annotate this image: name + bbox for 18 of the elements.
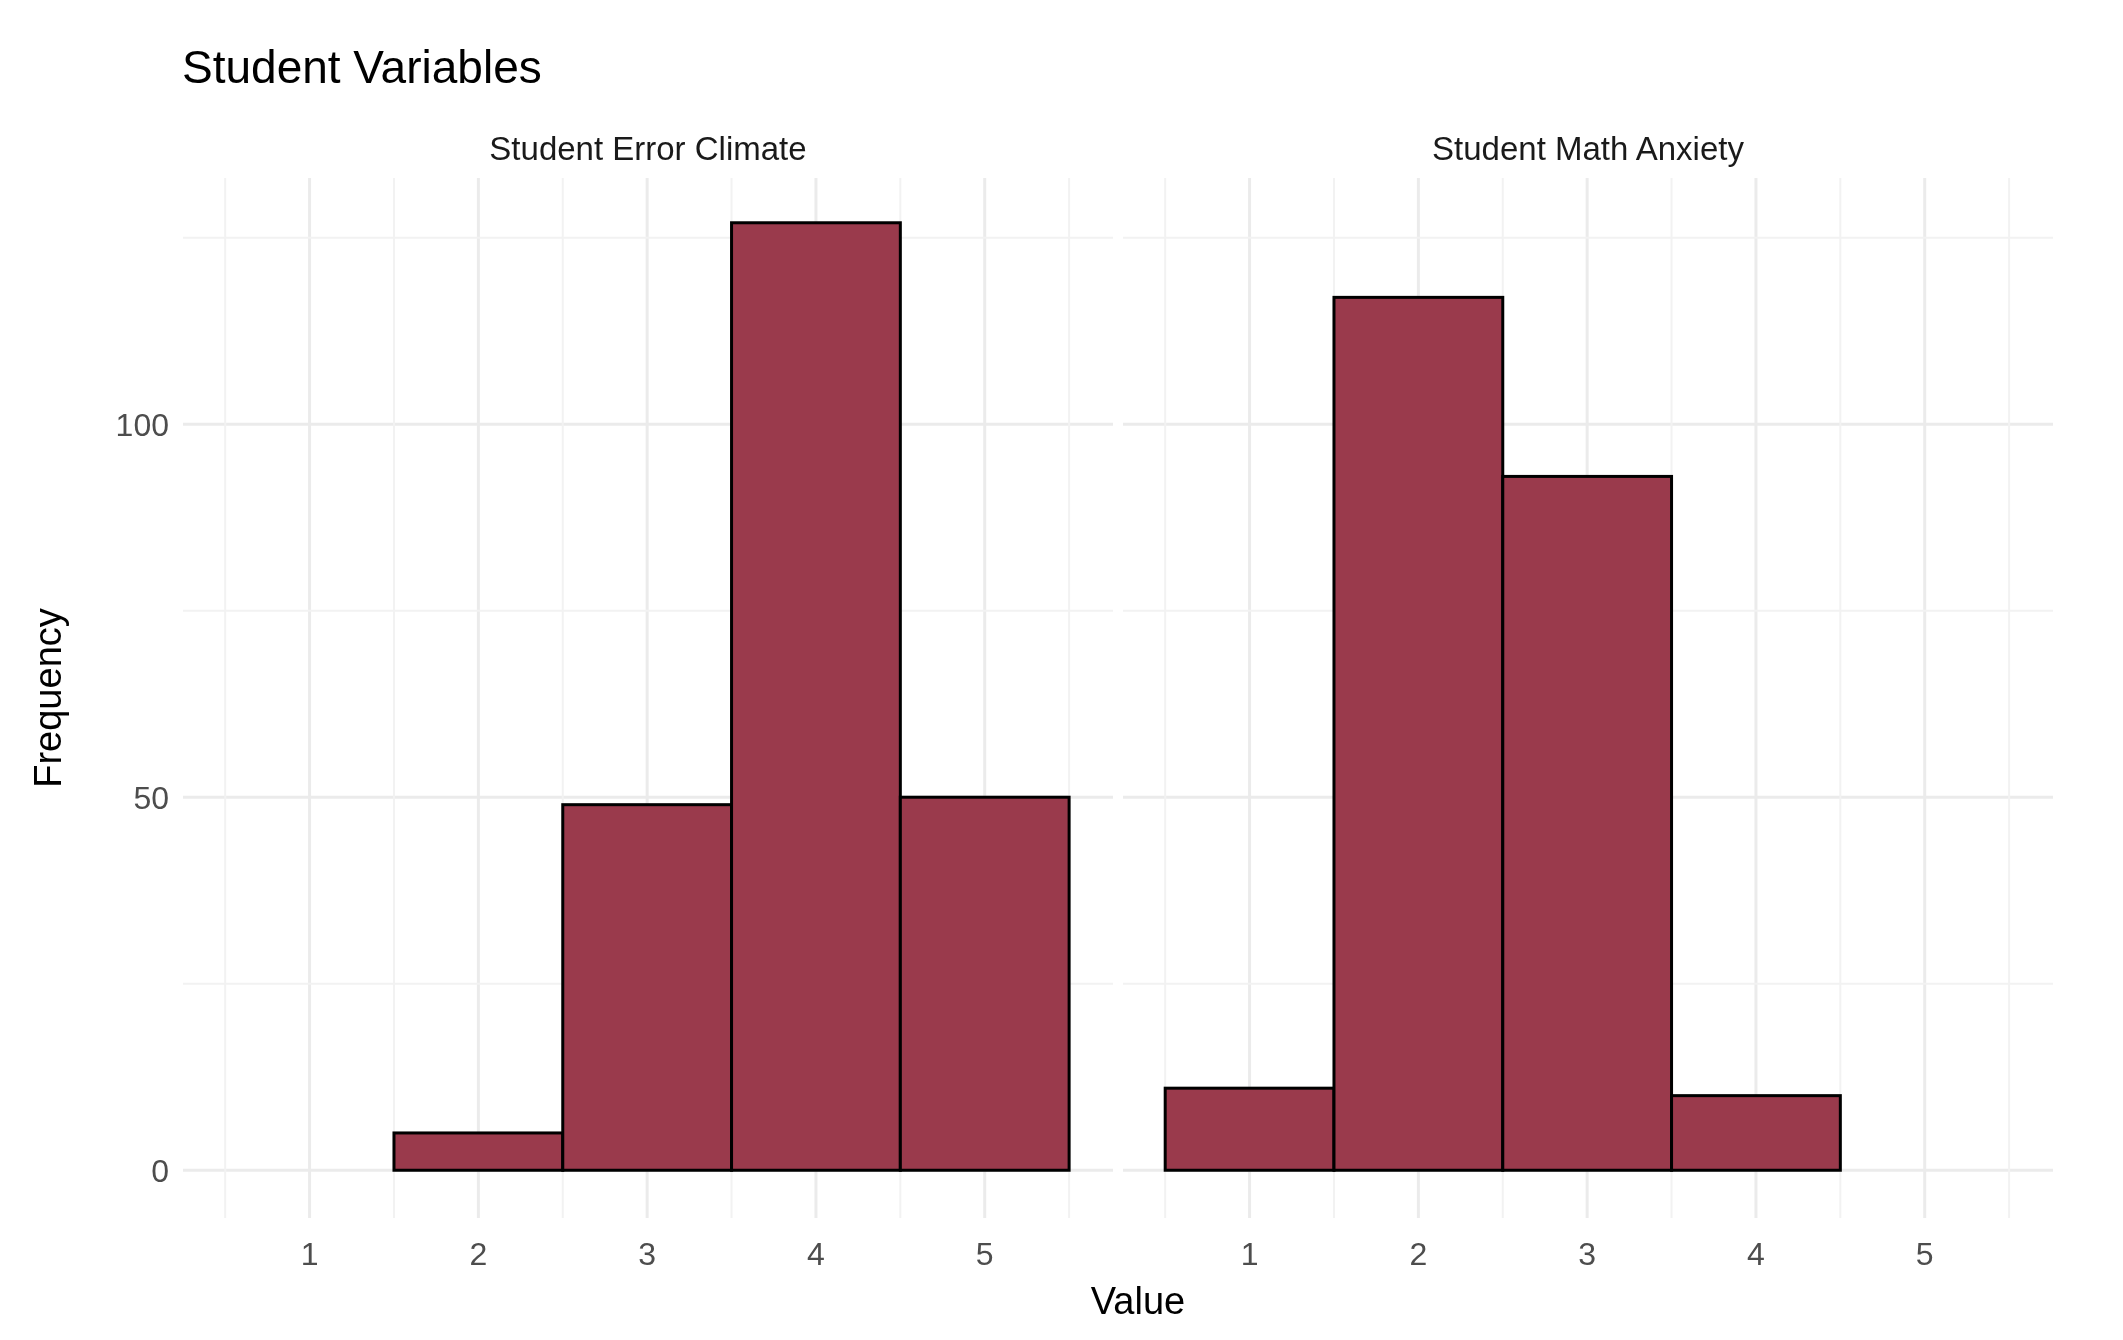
- chart-title: Student Variables: [181, 40, 543, 95]
- chart-subtitle: Student Error Climate: [488, 130, 808, 169]
- x-tick-label: 3: [1578, 1235, 1597, 1272]
- y-tick-label: 50: [133, 779, 169, 816]
- x-tick-label: 4: [807, 1235, 825, 1272]
- chart-subtitle: Student Math Anxiety: [1431, 130, 1745, 169]
- x-axis-title: Value: [1089, 1280, 1187, 1323]
- x-tick-label: 2: [1409, 1235, 1428, 1272]
- x-tick-label: 1: [300, 1235, 319, 1272]
- x-tick-label: 4: [1747, 1235, 1765, 1272]
- x-tick-label: 1: [1240, 1235, 1259, 1272]
- x-tick-label: 3: [638, 1235, 657, 1272]
- x-tick-label: 5: [1915, 1235, 1934, 1272]
- x-tick-label: 2: [469, 1235, 488, 1272]
- y-tick-label: 100: [115, 406, 169, 443]
- x-tick-label: 5: [975, 1235, 994, 1272]
- y-tick-label: 0: [151, 1152, 169, 1189]
- y-axis-title: Frequency: [26, 608, 70, 788]
